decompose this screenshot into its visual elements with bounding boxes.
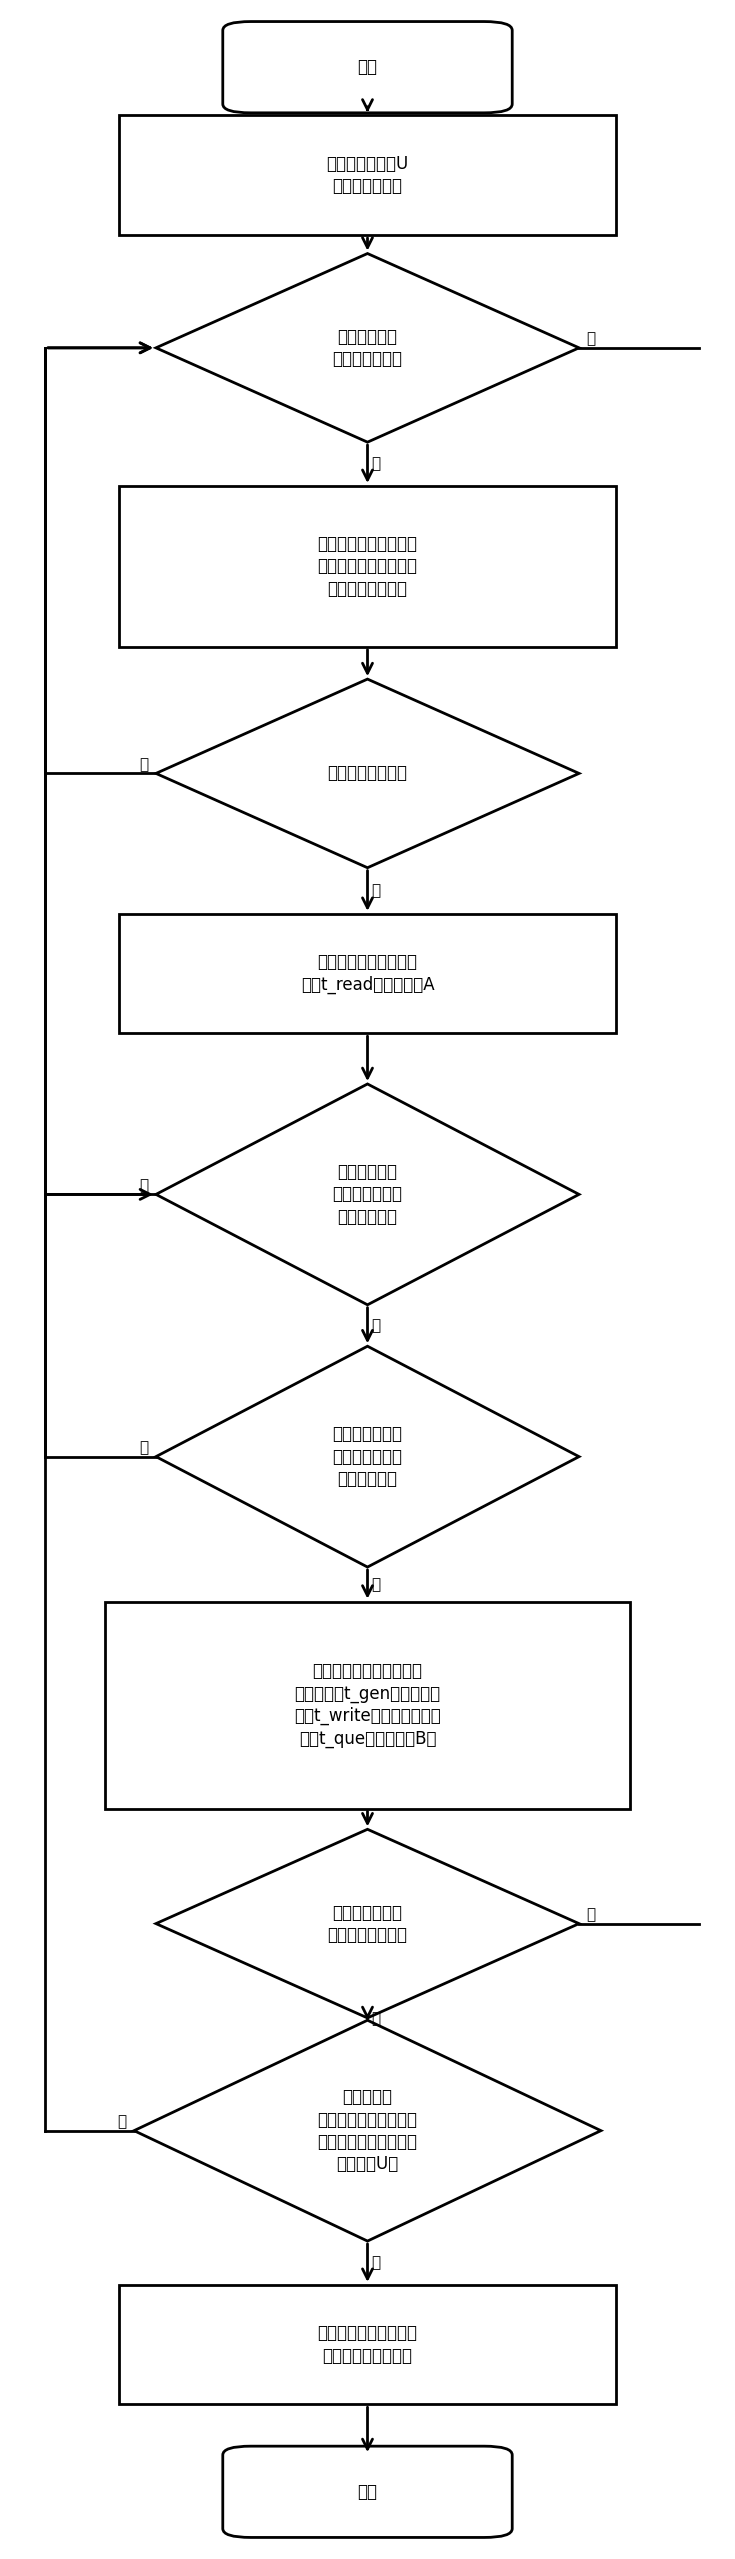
Text: 是: 是 [371, 1318, 380, 1333]
Text: 获取执行该读请求所需
时间t_read及目标地址A: 获取执行该读请求所需 时间t_read及目标地址A [301, 955, 434, 993]
Text: 否: 否 [140, 1177, 148, 1192]
Bar [105, 1602, 630, 1809]
Text: 否: 否 [587, 330, 595, 345]
Text: 若在预取队
列中将读请求移到写请
求之前，写请求的延时
是否超过U？: 若在预取队 列中将读请求移到写请 求之前，写请求的延时 是否超过U？ [318, 2088, 417, 2173]
Text: 预取队列中该读
请求的前一个请
求是写请求？: 预取队列中该读 请求的前一个请 求是写请求？ [332, 1425, 403, 1487]
Text: 否: 否 [587, 1906, 595, 1922]
FancyBboxPatch shape [223, 2446, 512, 2539]
Text: 是: 是 [371, 1576, 380, 1592]
Text: 是: 是 [118, 2114, 126, 2129]
Text: 获取该写请求的相关信息
（产生时间t_gen，执行所需
时间t_write，还需排队等待
时间t_que，目标地址B）: 获取该写请求的相关信息 （产生时间t_gen，执行所需 时间t_write，还需… [294, 1663, 441, 1748]
Text: 是否需要处理
队列中的请求？: 是否需要处理 队列中的请求？ [332, 328, 403, 368]
Polygon shape [156, 678, 579, 868]
Text: 是: 是 [371, 2011, 380, 2027]
Text: 是: 是 [371, 883, 380, 898]
Polygon shape [156, 1085, 579, 1305]
Text: 是: 是 [371, 456, 380, 471]
Text: 在预取队列中将读请求
移动到写请求的前面: 在预取队列中将读请求 移动到写请求的前面 [318, 2324, 417, 2365]
Bar [120, 486, 615, 647]
Bar [120, 2285, 615, 2405]
Text: 否: 否 [140, 757, 148, 773]
Bar [120, 914, 615, 1034]
Text: 否: 否 [140, 1441, 148, 1456]
Polygon shape [156, 253, 579, 443]
Text: 结束: 结束 [357, 2482, 378, 2500]
Bar [120, 115, 615, 235]
Text: 读请求和写请求
是否存在相关性？: 读请求和写请求 是否存在相关性？ [328, 1904, 407, 1945]
Text: 预取队列中该
读请求前面是否
存在有请求？: 预取队列中该 读请求前面是否 存在有请求？ [332, 1164, 403, 1226]
FancyBboxPatch shape [223, 20, 512, 113]
Text: 设置写延时上限U
并创建预取队列: 设置写延时上限U 并创建预取队列 [326, 156, 409, 194]
Text: 该请求为读请求？: 该请求为读请求？ [328, 765, 407, 783]
Text: 接收来自上层文件系统
的请求，并将该请求顺
序放入预取队列中: 接收来自上层文件系统 的请求，并将该请求顺 序放入预取队列中 [318, 535, 417, 599]
Polygon shape [156, 1830, 579, 2019]
Polygon shape [156, 1346, 579, 1566]
Polygon shape [134, 2019, 601, 2242]
Text: 否: 否 [371, 2254, 380, 2270]
Text: 开始: 开始 [357, 59, 378, 77]
